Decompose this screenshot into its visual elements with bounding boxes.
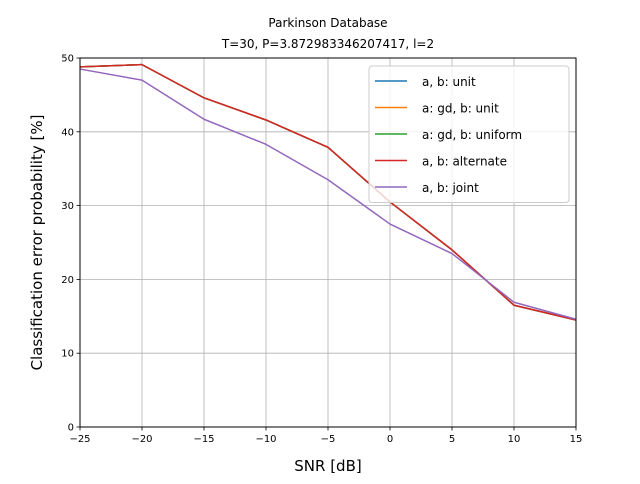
y-tick-label: 0	[68, 423, 74, 434]
y-tick-label: 20	[61, 275, 74, 286]
chart-title: Parkinson Database	[268, 16, 387, 30]
legend-label: a, b: joint	[422, 181, 479, 195]
x-tick-label: 0	[387, 434, 393, 445]
x-tick-label: −10	[255, 434, 276, 445]
chart-subtitle: T=30, P=3.872983346207417, l=2	[221, 37, 434, 51]
series-layer	[79, 63, 577, 321]
x-axis-label: SNR [dB]	[294, 457, 361, 475]
legend: a, b: unit a: gd, b: unit a: gd, b: unifor…	[368, 65, 570, 203]
x-tick-label: 10	[508, 434, 521, 445]
legend-label: a, b: alternate	[422, 155, 507, 169]
y-axis-label: Classification error probability [%]	[28, 115, 46, 371]
y-tick-label: 10	[61, 349, 74, 360]
x-tick-label: −15	[193, 434, 214, 445]
y-tick-label: 30	[61, 201, 74, 212]
legend-label: a, b: unit	[422, 75, 476, 89]
legend-label: a: gd, b: uniform	[422, 128, 522, 142]
legend-box	[368, 65, 570, 203]
y-tick-label: 40	[61, 127, 74, 138]
x-tick-label: 5	[449, 434, 455, 445]
series-line-5	[79, 68, 577, 320]
x-tick-label: 15	[570, 434, 583, 445]
x-tick-label: −20	[131, 434, 152, 445]
y-tick-label: 50	[61, 54, 74, 65]
legend-label: a: gd, b: unit	[422, 102, 499, 116]
axis-ticks: −25 −20 −15 −10 −5 0 5 10 15 0 10 20 30 40 50	[61, 54, 582, 446]
x-tick-label: −25	[69, 434, 90, 445]
x-tick-label: −5	[321, 434, 336, 445]
